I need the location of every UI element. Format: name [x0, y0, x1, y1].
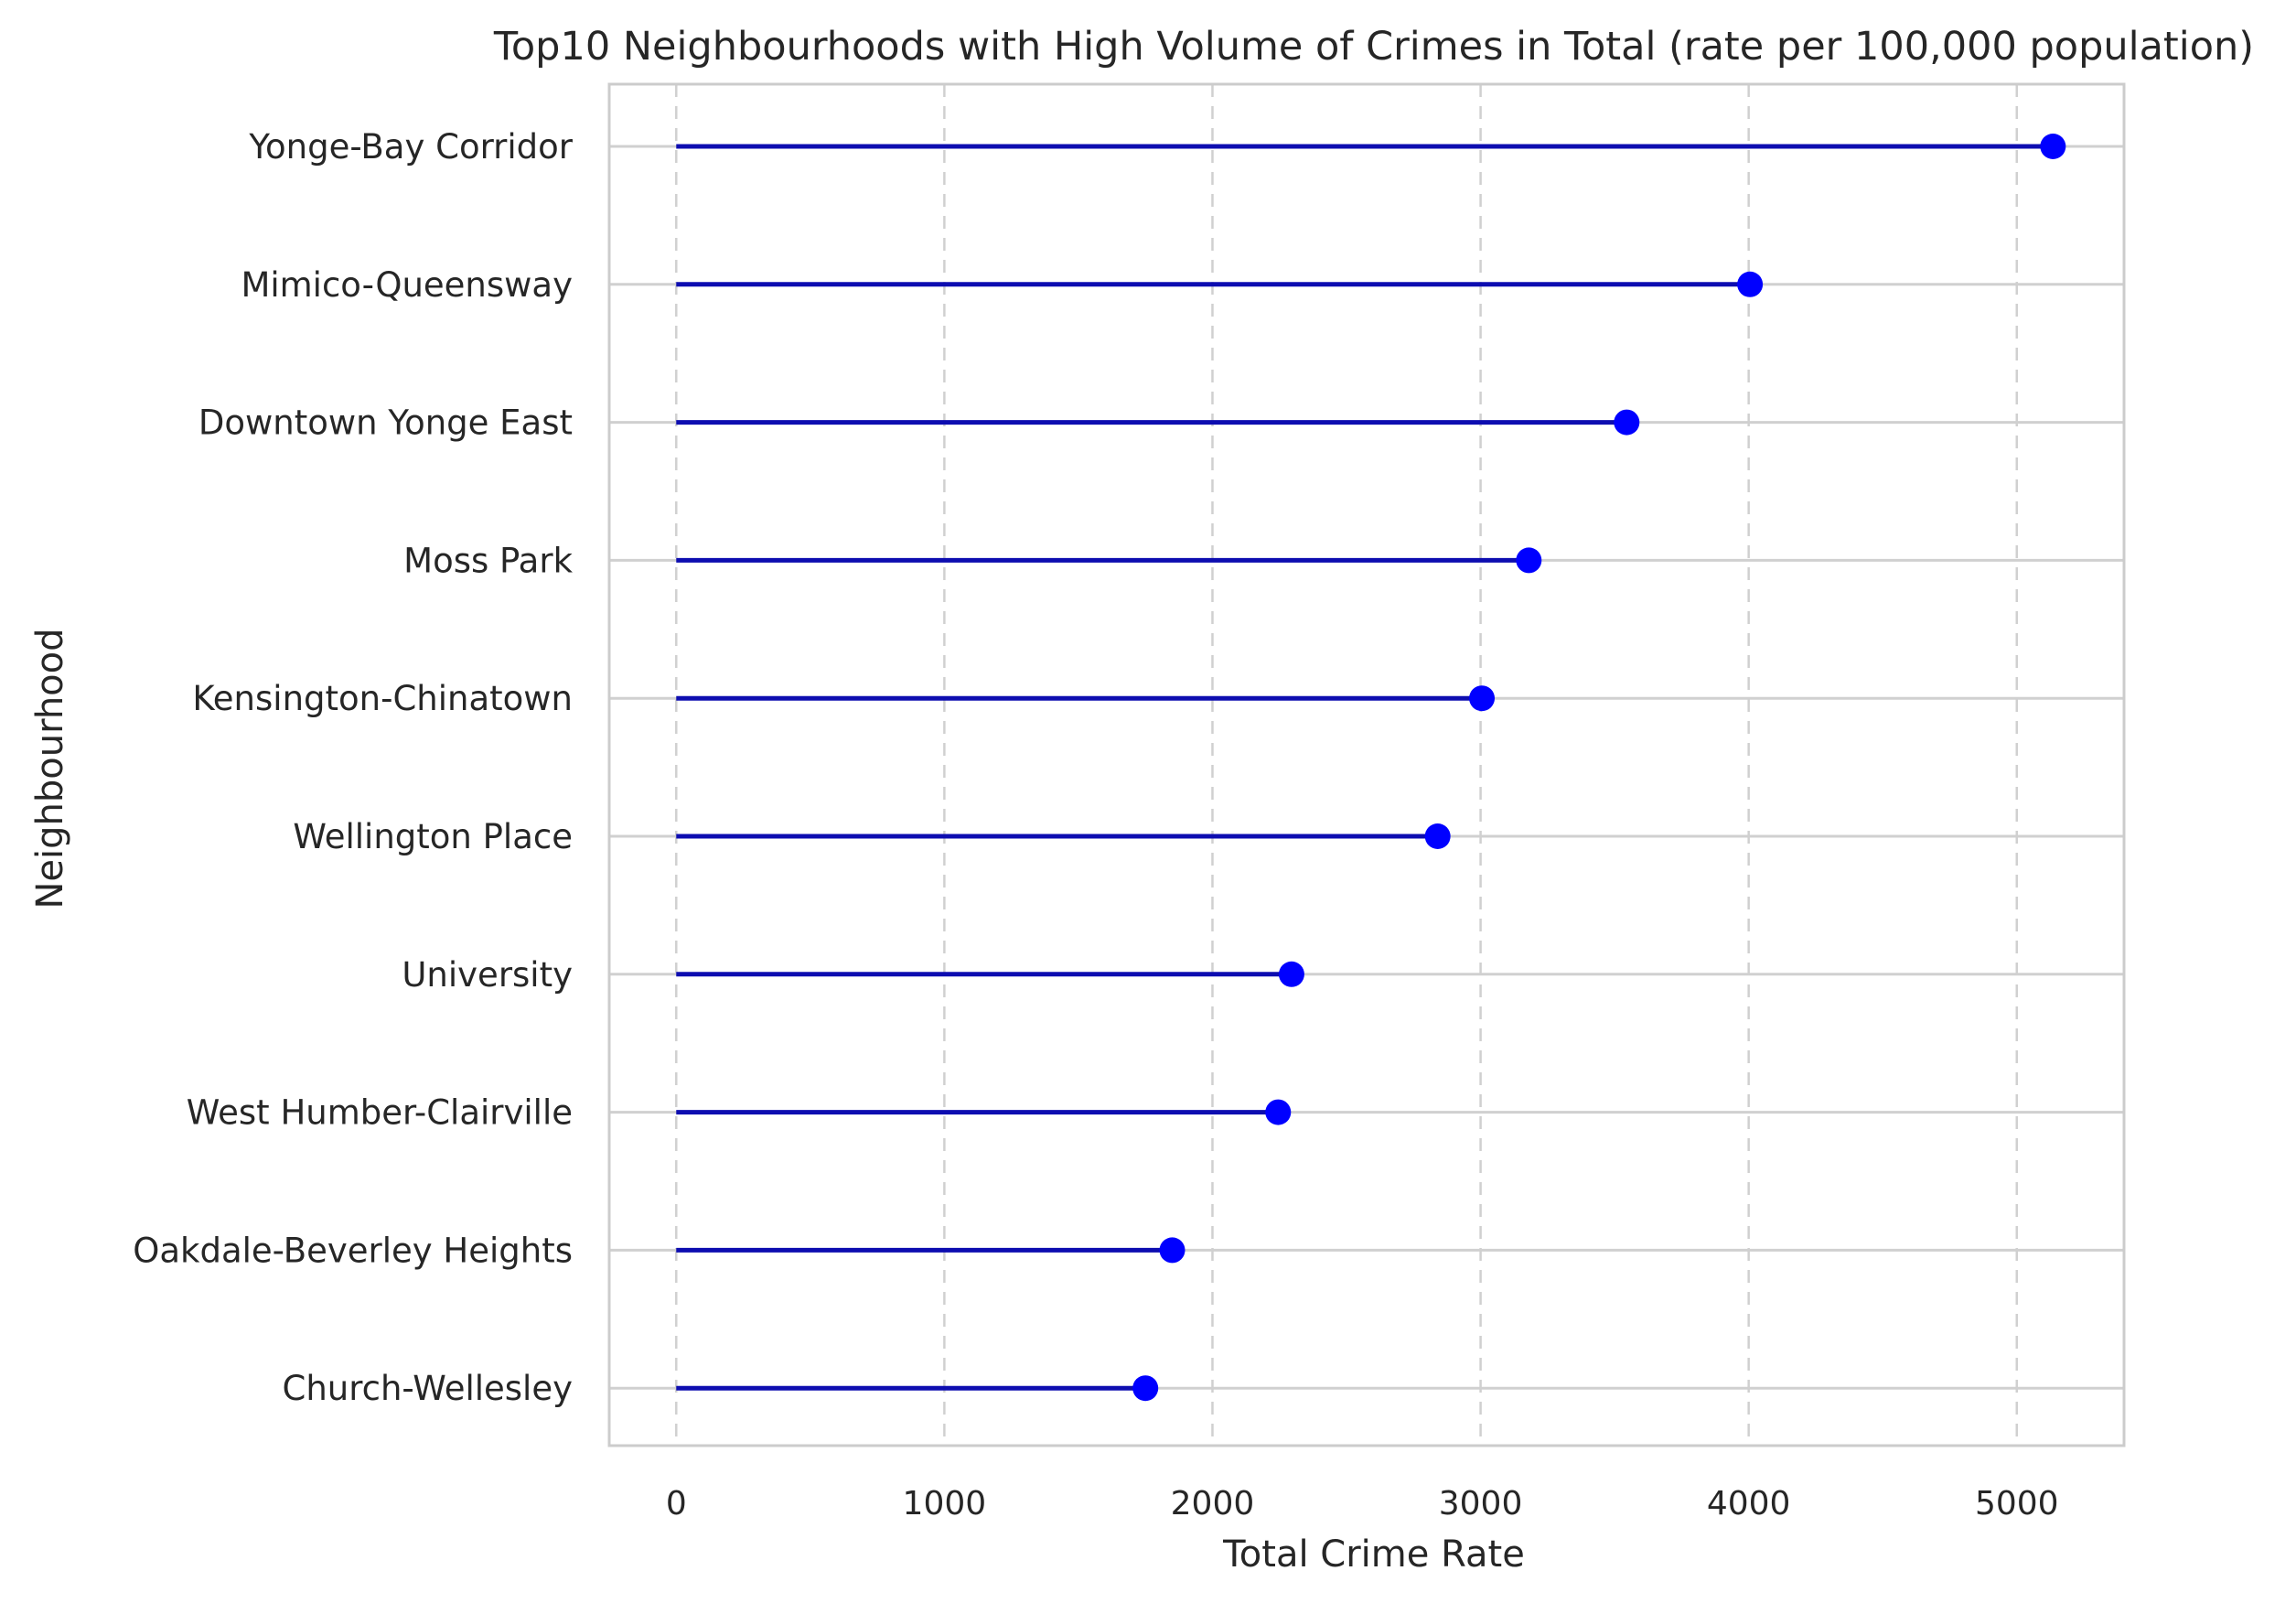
category-label: Moss Park [403, 541, 573, 580]
data-marks [676, 134, 2066, 1402]
lollipop-marker [2040, 134, 2066, 159]
category-label: Mimico-Queensway [241, 265, 573, 305]
lollipop-marker [1278, 961, 1304, 987]
x-tick-label: 2000 [1171, 1485, 1255, 1522]
category-label: Oakdale-Beverley Heights [133, 1231, 573, 1270]
y-axis-label: Neighbourhood [29, 628, 71, 909]
axis-ticks: 0 1000 2000 3000 4000 5000 Yonge-Bay Corridor M… [133, 127, 2058, 1522]
lollipop-marker [1159, 1237, 1186, 1264]
category-label: University [402, 955, 573, 995]
x-tick-label: 5000 [1975, 1485, 2059, 1522]
lollipop-marker [1737, 271, 1764, 297]
x-axis-label: Total Crime Rate [1222, 1533, 1525, 1576]
chart-title: Top10 Neighbourhoods with High Volume of… [493, 24, 2254, 70]
x-tick-label: 1000 [903, 1485, 987, 1522]
x-tick-label: 4000 [1707, 1485, 1791, 1522]
category-label: Kensington-Chinatown [192, 679, 573, 718]
lollipop-marker [1132, 1375, 1159, 1402]
lollipop-marker [1469, 685, 1496, 712]
category-label: Wellington Place [293, 817, 573, 856]
x-tick-label: 3000 [1439, 1485, 1523, 1522]
category-label: Downtown Yonge East [198, 403, 573, 443]
category-label: Yonge-Bay Corridor [248, 127, 573, 167]
x-tick-label: 0 [666, 1485, 687, 1522]
plot-frame [607, 82, 2126, 1447]
lollipop-marker [1516, 547, 1542, 574]
category-label: Church-Wellesley [283, 1369, 574, 1408]
lollipop-marker [1424, 823, 1451, 849]
category-label: West Humber-Clairville [187, 1093, 573, 1133]
lollipop-marker [1265, 1099, 1292, 1125]
lollipop-marker [1614, 409, 1640, 436]
